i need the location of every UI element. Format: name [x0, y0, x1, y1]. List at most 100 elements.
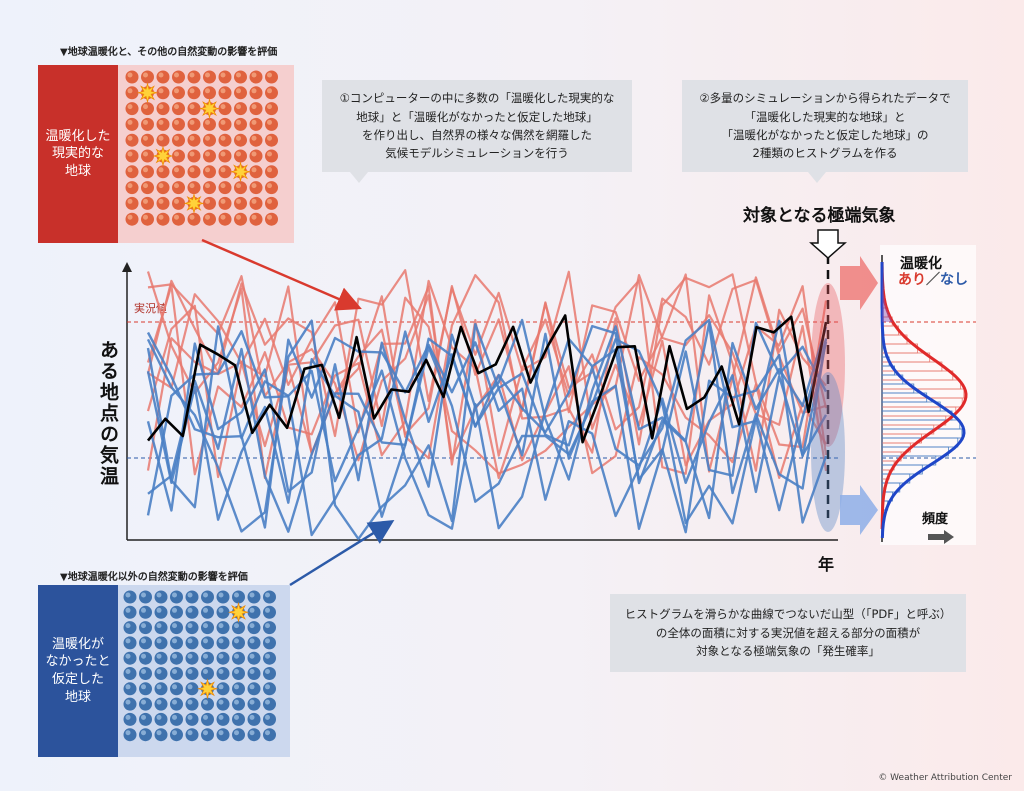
earth-icon [125, 165, 139, 179]
histograms [880, 262, 968, 539]
extreme-event-title: 対象となる極端気象 [743, 206, 896, 226]
warm-histogram-bar [881, 397, 963, 408]
earth-icon [218, 149, 232, 163]
earth-icon [185, 728, 199, 742]
earth-icon [201, 636, 214, 650]
cool-histogram-bar [881, 329, 884, 340]
earth-icon [172, 133, 185, 147]
earth-icon [141, 133, 154, 147]
simulation-line [147, 279, 827, 475]
simulation-line [147, 275, 827, 479]
earth-icon [187, 86, 201, 100]
earth-icon [139, 590, 152, 604]
earth-icon [125, 70, 139, 84]
earth-icon [247, 651, 261, 665]
earth-icon [154, 590, 168, 604]
earth-icon [263, 682, 276, 696]
bottom-panel-heading: ▼地球温暖化以外の自然変動の影響を評価 [60, 572, 248, 583]
frequency-arrow [928, 530, 954, 544]
earth-icon [232, 651, 245, 665]
earth-icon [156, 102, 170, 116]
earth-icon [201, 651, 214, 665]
cool-histogram-bar [881, 518, 884, 529]
earth-icon [265, 70, 278, 84]
earth-icon [234, 133, 247, 147]
earth-icon [234, 117, 247, 131]
earth-icon [141, 212, 154, 226]
warm-earth-panel: 温暖化した 現実的な 地球 [38, 65, 294, 243]
exceedance-area [882, 262, 893, 322]
earth-icon [139, 697, 152, 711]
earth-icon [125, 212, 139, 226]
simulation-line [146, 325, 828, 534]
histogram-axis-label: 頻度 [922, 511, 949, 527]
earth-icon [125, 117, 139, 131]
earth-icon [172, 102, 185, 116]
earth-icon [234, 181, 247, 195]
earth-icon [216, 621, 230, 635]
cool-histogram-bar [881, 356, 890, 367]
burst-icon [183, 192, 205, 214]
legend-with-warming: あり [898, 272, 926, 288]
cool-histogram-bar [881, 527, 884, 538]
observed-line [146, 314, 828, 444]
earth-icon [234, 70, 247, 84]
warm-earth-label: 温暖化した 現実的な 地球 [38, 65, 118, 243]
earth-icon [187, 212, 201, 226]
simulation-line [146, 274, 828, 475]
earth-icon [263, 605, 276, 619]
cool-histogram-bar [881, 338, 885, 349]
warm-histogram-bar [881, 343, 918, 354]
earth-icon [125, 102, 139, 116]
cool-histogram-bar [881, 473, 911, 484]
earth-icon [201, 712, 214, 726]
earth-icon [263, 728, 276, 742]
earth-icon [187, 181, 201, 195]
earth-icon [203, 133, 216, 147]
earth-icon [234, 149, 247, 163]
earth-icon [123, 621, 137, 635]
earth-icon [263, 667, 276, 680]
earth-icon [265, 196, 278, 210]
earth-icon [187, 149, 201, 163]
earth-icon [249, 117, 263, 131]
cool-distribution-ellipse [811, 372, 845, 532]
earth-icon [263, 712, 276, 726]
earth-icon [141, 165, 154, 179]
earth-icon [247, 667, 261, 680]
histogram-box [880, 245, 976, 545]
earth-icon [185, 712, 199, 726]
earth-icon [139, 651, 152, 665]
cool-histogram-bar [881, 383, 915, 394]
earth-icon [139, 682, 152, 696]
simulation-line [147, 338, 828, 533]
burst-icon [230, 161, 251, 183]
earth-icon [139, 667, 152, 680]
earth-icon [201, 667, 214, 680]
earth-icon [139, 712, 152, 726]
warm-histogram-bar [881, 307, 889, 318]
earth-icon [170, 682, 183, 696]
earth-icon [170, 667, 183, 680]
cool-histogram-bar [881, 509, 886, 520]
cool-histogram-bar [881, 446, 949, 457]
warm-histogram-bar [881, 406, 957, 417]
earth-icon [263, 697, 276, 711]
warm-histogram-bar [881, 298, 886, 309]
earth-icon [154, 682, 168, 696]
earth-icon [170, 605, 183, 619]
warm-histogram-bar [881, 424, 935, 435]
earth-icon [201, 697, 214, 711]
earth-icon [234, 86, 247, 100]
cool-pdf-curve [880, 262, 966, 539]
cool-to-histogram-arrow [840, 485, 878, 535]
earth-icon [203, 181, 216, 195]
earth-icon [249, 149, 263, 163]
earth-icon [201, 621, 214, 635]
cool-histogram-bar [881, 437, 959, 448]
earth-icon [203, 165, 216, 179]
warm-histogram-bar [881, 361, 943, 372]
earth-icon [154, 651, 168, 665]
earth-icon [185, 621, 199, 635]
